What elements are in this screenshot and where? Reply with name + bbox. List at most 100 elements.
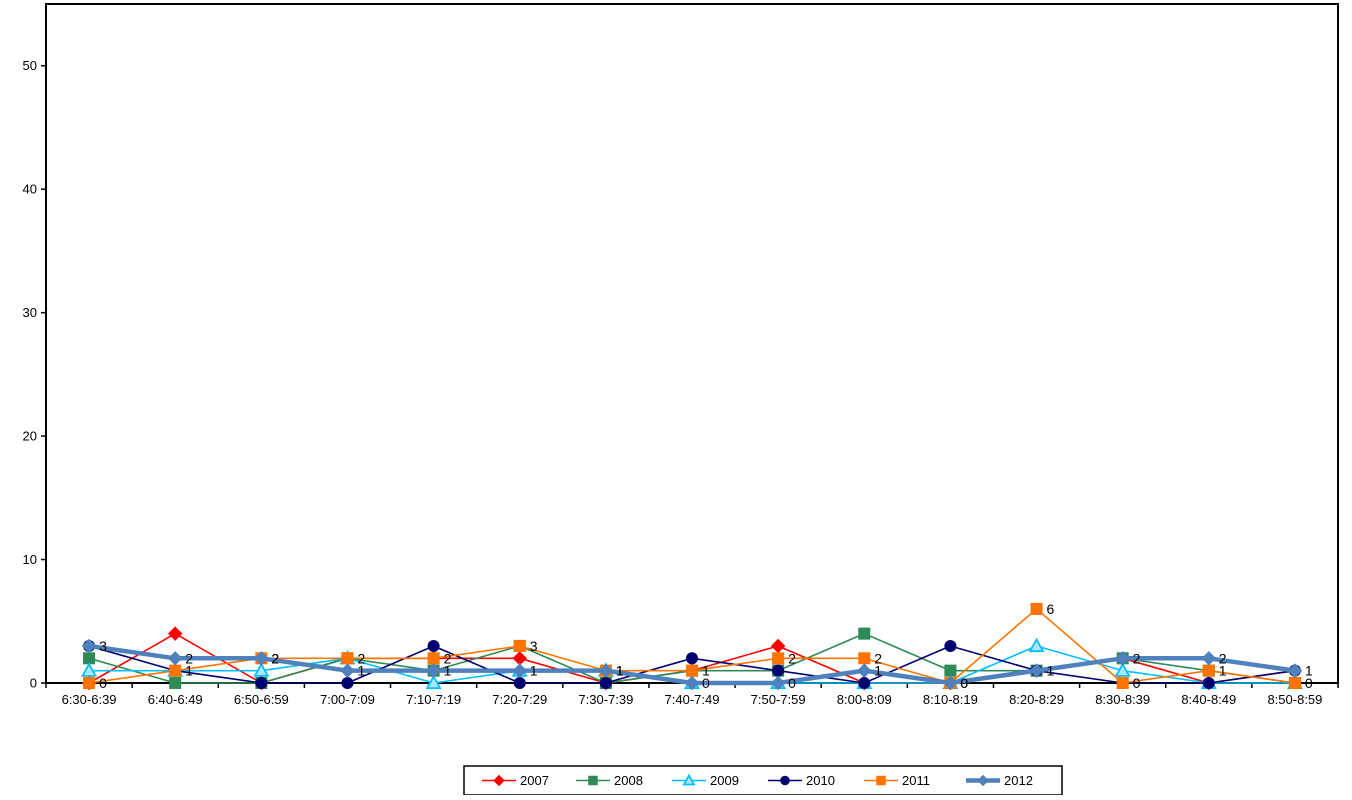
plot-area (45, 3, 1339, 684)
data-label: 0 (960, 675, 968, 691)
data-point (772, 652, 785, 665)
data-point (81, 638, 97, 654)
data-point (772, 664, 785, 677)
data-point (588, 775, 598, 786)
data-point (493, 774, 505, 787)
data-label: 2 (444, 650, 452, 666)
data-label: 1 (444, 663, 452, 679)
x-tick-label: 7:00-7:09 (320, 692, 375, 707)
data-point (1029, 663, 1044, 678)
data-point (1202, 676, 1215, 690)
data-label: 2 (357, 650, 365, 666)
data-point (858, 652, 871, 665)
data-point (1114, 662, 1131, 677)
data-point (167, 626, 183, 641)
y-tick-label: 10 (23, 552, 37, 567)
y-tick-label: 30 (23, 305, 37, 320)
x-axis: 6:30-6:39 6:40-6:49 6:50-6:59 7:00-7:09 7:10… (45, 683, 1339, 707)
legend-label: 2009 (710, 773, 739, 788)
legend-label: 2008 (614, 773, 643, 788)
data-label: 0 (960, 675, 968, 691)
x-tick-label: 8:10-8:19 (923, 692, 978, 707)
data-label: 2 (874, 650, 882, 666)
x-tick-label: 8:40-8:49 (1181, 692, 1236, 707)
data-point (943, 675, 958, 691)
data-label: 1 (1305, 663, 1313, 679)
data-label: 0 (1133, 675, 1141, 691)
data-point (858, 627, 871, 640)
legend-item-2012: 2012 (966, 773, 1033, 788)
legend-item-2009: 2009 (672, 773, 739, 788)
data-point (341, 676, 354, 690)
legend-label: 2011 (902, 773, 930, 788)
data-point (944, 639, 957, 652)
data-point (255, 676, 268, 690)
data-label: 1 (702, 663, 710, 679)
data-point (341, 652, 354, 665)
data-point (83, 676, 96, 690)
data-label: 2 (1219, 650, 1227, 666)
data-point (83, 652, 96, 665)
data-label: 1 (1219, 663, 1227, 679)
x-tick-label: 6:30-6:39 (62, 692, 117, 707)
data-label: 1 (530, 663, 538, 679)
data-label: 1 (874, 663, 882, 679)
legend-item-2007: 2007 (482, 773, 549, 788)
y-tick-label: 20 (23, 429, 37, 444)
x-tick-label: 7:30-7:39 (578, 692, 633, 707)
data-point (876, 775, 886, 786)
data-label: 6 (1047, 601, 1055, 617)
data-point (427, 639, 440, 652)
x-tick-label: 7:20-7:29 (492, 692, 547, 707)
x-tick-label: 7:10-7:19 (406, 692, 461, 707)
y-axis: 0 10 20 30 40 50 (23, 58, 46, 691)
data-point (513, 639, 526, 652)
data-label: 0 (788, 675, 796, 691)
data-point (513, 676, 526, 690)
data-point (1287, 663, 1303, 678)
data-label: 2 (1133, 650, 1141, 666)
legend-label: 2010 (806, 773, 835, 788)
data-label: 1 (616, 663, 624, 679)
data-point (427, 652, 440, 665)
data-label: 0 (1305, 675, 1313, 691)
data-label: 1 (616, 663, 624, 679)
x-tick-label: 7:50-7:59 (751, 692, 806, 707)
data-point (977, 774, 989, 787)
x-tick-label: 8:50-8:59 (1267, 692, 1322, 707)
legend-label: 2012 (1004, 773, 1033, 788)
data-point (167, 651, 183, 666)
data-label: 2 (271, 650, 279, 666)
data-label: 1 (1047, 663, 1055, 679)
data-point (169, 676, 182, 690)
data-label: 0 (702, 675, 710, 691)
legend: 2007 2008 2009 2010 2011 2012 (463, 765, 1063, 796)
data-point (684, 675, 700, 691)
data-point (598, 663, 614, 678)
y-tick-label: 0 (30, 676, 37, 691)
data-point (253, 662, 270, 677)
data-point (1116, 676, 1129, 690)
data-point (425, 674, 442, 690)
data-point (770, 675, 786, 691)
y-tick-label: 40 (23, 182, 37, 197)
series-layer (81, 602, 1303, 691)
x-tick-label: 6:40-6:49 (148, 692, 203, 707)
legend-label: 2007 (520, 773, 549, 788)
data-point (512, 663, 527, 678)
legend-item-2011: 2011 (864, 773, 930, 788)
data-point (780, 775, 790, 786)
x-tick-label: 8:20-8:29 (1009, 692, 1064, 707)
data-point (944, 664, 957, 677)
data-point (685, 664, 699, 677)
data-label: 3 (99, 638, 107, 654)
x-tick-label: 8:30-8:39 (1095, 692, 1150, 707)
data-label: 0 (99, 675, 107, 691)
series-2012 (81, 638, 1303, 691)
data-point (1288, 676, 1301, 690)
data-point (426, 663, 441, 678)
data-label: 3 (530, 638, 538, 654)
x-tick-label: 6:50-6:59 (234, 692, 289, 707)
